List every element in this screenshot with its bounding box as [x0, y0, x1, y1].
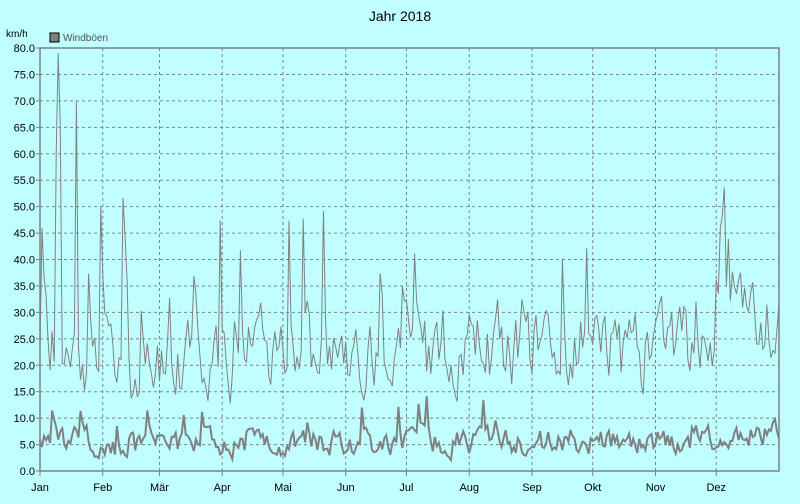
- y-tick-label: 30.0: [14, 307, 35, 319]
- y-tick-label: 65.0: [14, 122, 35, 134]
- y-tick-label: 45.0: [14, 228, 35, 240]
- y-tick-label: 55.0: [14, 175, 35, 187]
- y-axis-ticks: 0.0 5.0 10.0 15.0 20.0 25.0 30.0 35.0 40.0 45.0 50…: [14, 43, 40, 478]
- chart-title: Jahr 2018: [369, 8, 431, 24]
- legend-swatch: [49, 32, 60, 43]
- x-tick-label: Okt: [584, 482, 601, 494]
- series-line-mean: [39, 396, 780, 464]
- series-windboeen: [39, 53, 780, 464]
- x-tick-label: Dez: [706, 482, 726, 494]
- series-line-peak: [39, 53, 780, 404]
- y-tick-label: 5.0: [20, 440, 35, 452]
- y-tick-label: 10.0: [14, 413, 35, 425]
- x-tick-label: Apr: [214, 482, 231, 494]
- x-tick-label: Mai: [274, 482, 292, 494]
- y-tick-label: 15.0: [14, 387, 35, 399]
- x-tick-label: Jul: [399, 482, 413, 494]
- y-tick-label: 50.0: [14, 202, 35, 214]
- x-tick-label: Jan: [31, 482, 49, 494]
- x-tick-label: Feb: [93, 482, 112, 494]
- x-tick-label: Jun: [337, 482, 355, 494]
- y-tick-label: 60.0: [14, 149, 35, 161]
- y-tick-label: 0.0: [20, 466, 35, 478]
- x-tick-label: Sep: [522, 482, 542, 494]
- y-tick-label: 75.0: [14, 69, 35, 81]
- legend-label: Windböen: [63, 33, 108, 44]
- x-tick-label: Aug: [459, 482, 479, 494]
- y-axis-label: km/h: [6, 29, 28, 40]
- y-tick-label: 20.0: [14, 360, 35, 372]
- y-tick-label: 70.0: [14, 96, 35, 108]
- x-tick-label: Nov: [646, 482, 666, 494]
- y-tick-label: 35.0: [14, 281, 35, 293]
- x-tick-label: Mär: [150, 482, 169, 494]
- x-axis-ticks: Jan Feb Mär Apr Mai Jun Jul Aug Sep Okt Nov Dez: [31, 471, 726, 494]
- grid: [39, 47, 779, 472]
- legend: Windböen: [49, 32, 108, 44]
- y-tick-label: 40.0: [14, 255, 35, 267]
- y-tick-label: 80.0: [14, 43, 35, 55]
- y-tick-label: 25.0: [14, 334, 35, 346]
